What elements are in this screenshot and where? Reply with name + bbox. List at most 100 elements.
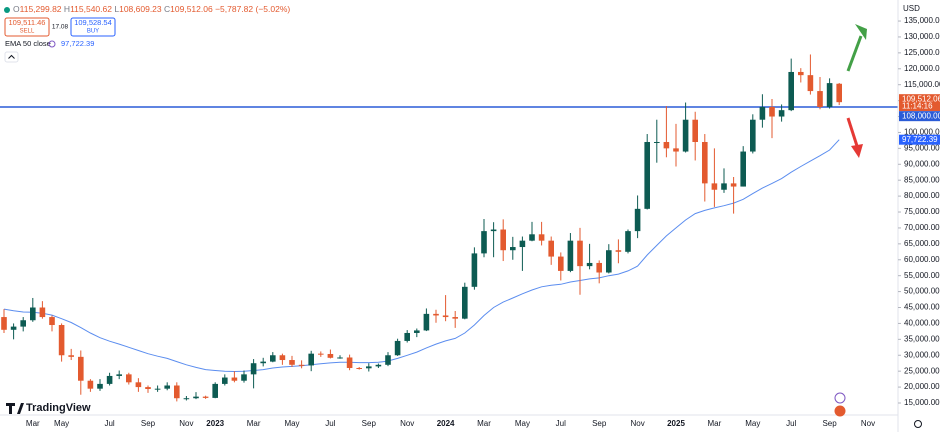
candle-body bbox=[231, 377, 238, 381]
candle-body bbox=[730, 183, 737, 187]
x-tick-label: Mar bbox=[708, 419, 722, 428]
y-tick-label: 90,000.00 bbox=[904, 159, 940, 168]
y-tick-label: 95,000.00 bbox=[904, 143, 940, 152]
open-key: O bbox=[13, 4, 20, 14]
y-tick-label: 100,000.00 bbox=[904, 128, 940, 137]
collapse-button[interactable] bbox=[4, 51, 19, 63]
candle-body bbox=[490, 229, 497, 232]
down-arrow bbox=[846, 117, 859, 147]
sell-price: 109,511.46 bbox=[9, 18, 46, 27]
candle-body bbox=[270, 355, 276, 362]
x-tick-label: May bbox=[284, 419, 299, 428]
ema-label: 97,722.39 bbox=[902, 135, 938, 144]
x-tick-label: Mar bbox=[26, 419, 40, 428]
candle-body bbox=[634, 208, 641, 232]
x-tick-label: 2024 bbox=[437, 419, 455, 428]
close-value: 109,512.06 bbox=[170, 4, 213, 14]
candle-body bbox=[49, 317, 55, 326]
candle-body bbox=[807, 75, 814, 92]
x-tick-label: Sep bbox=[362, 419, 377, 428]
candle-body bbox=[788, 71, 794, 111]
candle-body bbox=[164, 385, 170, 389]
candle-body bbox=[385, 355, 391, 365]
candle-body bbox=[596, 262, 602, 273]
x-tick-label: May bbox=[54, 419, 69, 428]
last-price-tag bbox=[899, 94, 940, 112]
x-tick-label: 2023 bbox=[206, 419, 224, 428]
candle-body bbox=[1, 317, 7, 330]
y-tick-label: 135,000.00 bbox=[904, 16, 940, 25]
high-key: H bbox=[64, 4, 70, 14]
event-icon[interactable] bbox=[834, 392, 846, 404]
y-tick-label: 20,000.00 bbox=[904, 382, 940, 391]
candle-body bbox=[471, 253, 478, 287]
candle-body bbox=[241, 374, 247, 381]
y-tick-label: 40,000.00 bbox=[904, 319, 940, 328]
y-tick-label: 70,000.00 bbox=[904, 223, 940, 232]
candle-body bbox=[778, 110, 785, 117]
candle-body bbox=[126, 374, 132, 383]
candle-body bbox=[183, 398, 190, 400]
flag-icon[interactable] bbox=[834, 405, 846, 417]
x-tick-label: Nov bbox=[179, 419, 193, 428]
ohlc-header: O115,299.82 H115,540.62 L108,609.23 C109… bbox=[13, 4, 290, 14]
collapse-icon bbox=[8, 54, 15, 59]
y-tick-label: 15,000.00 bbox=[904, 398, 940, 407]
candle-body bbox=[327, 353, 334, 358]
open-value: 115,299.82 bbox=[20, 4, 62, 14]
candle-body bbox=[404, 332, 410, 341]
settings-icon[interactable] bbox=[914, 420, 922, 428]
candle-body bbox=[78, 356, 84, 381]
candle-body bbox=[759, 106, 766, 120]
candle-body bbox=[836, 83, 842, 103]
indicator-name: EMA 50 close bbox=[5, 39, 51, 48]
candle-body bbox=[366, 366, 372, 369]
x-tick-label: Jul bbox=[325, 419, 335, 428]
candle-body bbox=[154, 388, 161, 390]
up-arrow-head bbox=[855, 24, 867, 40]
candle-body bbox=[135, 382, 142, 388]
y-tick-label: 65,000.00 bbox=[904, 239, 940, 248]
spread: 17.08 bbox=[52, 24, 69, 31]
y-tick-label: 35,000.00 bbox=[904, 334, 940, 343]
indicator-icon[interactable] bbox=[48, 40, 56, 48]
candle-body bbox=[558, 256, 564, 271]
x-tick-label: Nov bbox=[630, 419, 644, 428]
status-dot bbox=[4, 7, 10, 13]
candle-body bbox=[625, 231, 631, 252]
candle-body bbox=[644, 141, 650, 209]
y-tick-label: 80,000.00 bbox=[904, 191, 940, 200]
candle-body bbox=[394, 340, 401, 356]
y-tick-label: 25,000.00 bbox=[904, 366, 940, 375]
candle-body bbox=[750, 119, 756, 152]
candle-body bbox=[529, 234, 535, 241]
candle-body bbox=[20, 320, 26, 327]
buy-button[interactable] bbox=[70, 17, 116, 37]
high-value: 115,540.62 bbox=[70, 4, 112, 14]
candle-body bbox=[702, 141, 708, 184]
candle-body bbox=[202, 396, 209, 398]
candle-body bbox=[58, 325, 65, 356]
last-price-label: 109,512.06 bbox=[902, 94, 940, 103]
candle-body bbox=[682, 119, 689, 152]
candle-body bbox=[817, 91, 823, 107]
candle-body bbox=[39, 307, 46, 318]
axis-unit: USD bbox=[903, 4, 920, 13]
brand-logo bbox=[6, 403, 24, 414]
x-tick-label: Sep bbox=[141, 419, 156, 428]
candle-body bbox=[222, 377, 228, 384]
x-tick-label: Nov bbox=[861, 419, 875, 428]
sell-button[interactable] bbox=[4, 17, 50, 37]
candle-body bbox=[346, 357, 353, 368]
change: −5,787.82 (−5.02%) bbox=[215, 4, 290, 14]
x-tick-label: Jul bbox=[556, 419, 566, 428]
candle-body bbox=[10, 326, 17, 330]
candle-body bbox=[318, 353, 324, 355]
candle-body bbox=[798, 71, 804, 76]
x-tick-label: Sep bbox=[822, 419, 837, 428]
level-label: 108,000.00 bbox=[902, 111, 940, 120]
candle-body bbox=[481, 231, 487, 254]
y-tick-label: 85,000.00 bbox=[904, 175, 940, 184]
indicator-value: 97,722.39 bbox=[61, 39, 94, 48]
